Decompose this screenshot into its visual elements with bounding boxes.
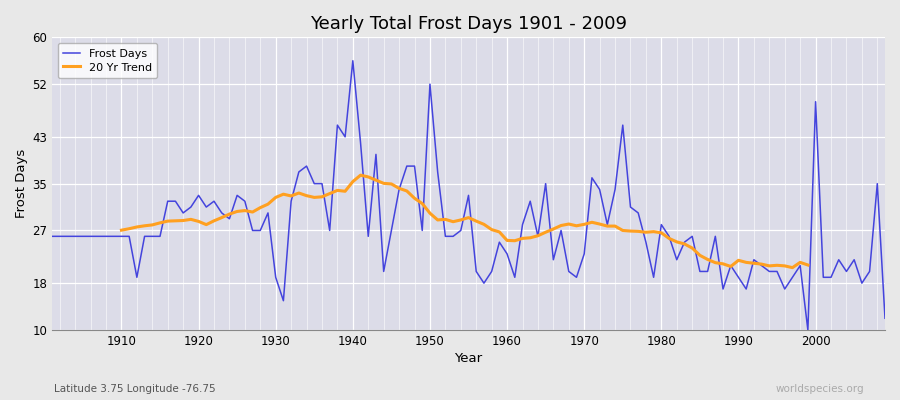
20 Yr Trend	[787, 265, 797, 270]
20 Yr Trend	[803, 263, 814, 268]
X-axis label: Year: Year	[454, 352, 482, 365]
Title: Yearly Total Frost Days 1901 - 2009: Yearly Total Frost Days 1901 - 2009	[310, 15, 627, 33]
Frost Days	[879, 316, 890, 321]
20 Yr Trend	[356, 173, 366, 178]
20 Yr Trend	[710, 260, 721, 265]
Frost Days	[108, 234, 119, 239]
20 Yr Trend	[602, 224, 613, 228]
Frost Days	[278, 298, 289, 303]
Text: worldspecies.org: worldspecies.org	[776, 384, 864, 394]
Frost Days	[509, 275, 520, 280]
Frost Days	[47, 234, 58, 239]
20 Yr Trend	[209, 218, 220, 223]
Text: Latitude 3.75 Longitude -76.75: Latitude 3.75 Longitude -76.75	[54, 384, 216, 394]
20 Yr Trend	[324, 191, 335, 196]
Y-axis label: Frost Days: Frost Days	[15, 149, 28, 218]
20 Yr Trend	[116, 228, 127, 232]
Legend: Frost Days, 20 Yr Trend: Frost Days, 20 Yr Trend	[58, 43, 158, 78]
Frost Days	[501, 252, 512, 256]
Line: Frost Days: Frost Days	[52, 61, 885, 330]
Line: 20 Yr Trend: 20 Yr Trend	[122, 175, 808, 268]
Frost Days	[803, 328, 814, 332]
Frost Days	[602, 222, 613, 227]
20 Yr Trend	[779, 264, 790, 268]
Frost Days	[324, 228, 335, 233]
20 Yr Trend	[695, 253, 706, 258]
Frost Days	[347, 58, 358, 63]
